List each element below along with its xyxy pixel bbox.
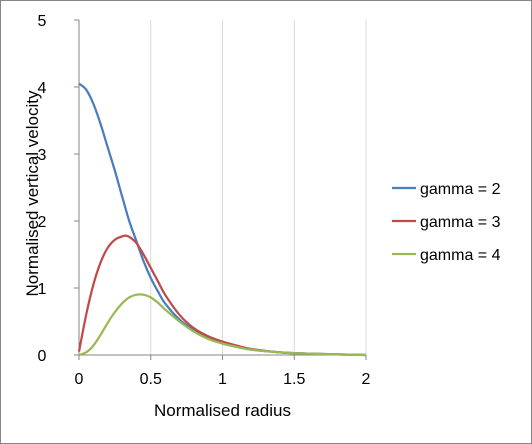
grid [150,20,367,355]
series-lines [77,82,367,357]
x-tick-label: 0 [75,371,84,388]
y-tick-label: 4 [38,80,47,97]
y-axis-title: Normalised vertical velocity [23,90,42,296]
y-tick-label: 3 [38,147,47,164]
legend: gamma = 2 gamma = 3 gamma = 4 [392,181,501,264]
y-tick-label: 2 [38,214,47,231]
x-tick-label: 1 [218,371,227,388]
x-tick-label: 2 [362,371,371,388]
x-axis-title: Normalised radius [154,401,291,420]
y-tick-labels: 0 1 2 3 4 5 [38,13,79,365]
y-tick-label: 1 [38,281,47,298]
y-tick-label: 5 [38,13,47,30]
x-tick-labels: 0 0.5 1 1.5 2 [75,355,371,388]
x-tick-label: 1.5 [283,371,305,388]
legend-label-1: gamma = 2 [420,181,501,198]
y-tick-label: 0 [38,348,47,365]
legend-label-3: gamma = 4 [420,247,501,264]
series-line-3 [78,293,367,357]
legend-label-2: gamma = 3 [420,214,501,231]
x-tick-label: 0.5 [140,371,162,388]
